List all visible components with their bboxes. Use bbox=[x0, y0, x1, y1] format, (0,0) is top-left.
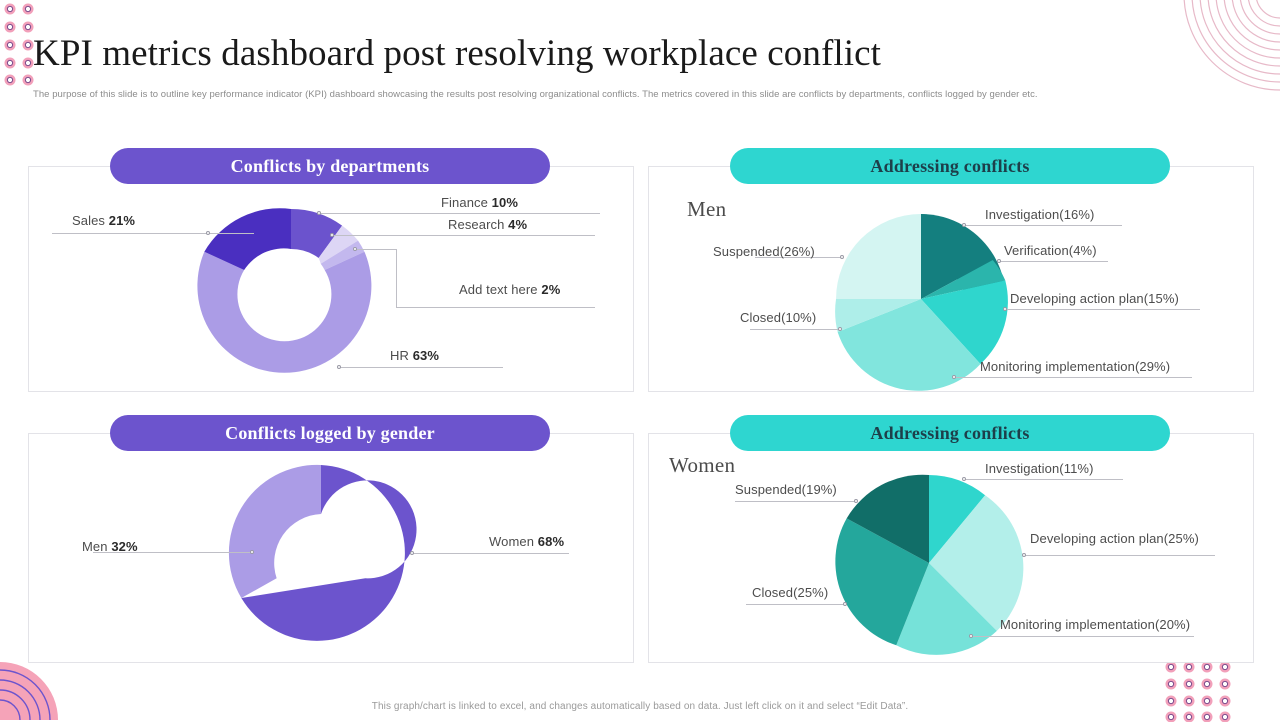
callout-add-text-here-name: Add text here bbox=[459, 282, 538, 297]
leader-line-men-verification bbox=[1000, 261, 1108, 262]
callout-add-text-here-value: 2% bbox=[541, 282, 560, 297]
leader-dot-men-investigation bbox=[962, 223, 966, 227]
callout-hr-value: 63% bbox=[413, 348, 439, 363]
callout-research-value: 4% bbox=[508, 217, 527, 232]
leader-dot-men-monitoring bbox=[952, 375, 956, 379]
callout-finance-name: Finance bbox=[441, 195, 488, 210]
leader-dot-men-verification bbox=[997, 259, 1001, 263]
callout-hr: HR 63% bbox=[390, 348, 439, 363]
leader-line-men-investigation bbox=[965, 225, 1122, 226]
callout-men-developing-action-plan: Developing action plan(15%) bbox=[1010, 291, 1179, 306]
callout-men-monitoring-implementation: Monitoring implementation(29%) bbox=[980, 359, 1170, 374]
leader-line-men-closed bbox=[750, 329, 840, 330]
callout-men-verification: Verification(4%) bbox=[1004, 243, 1097, 258]
callout-sales-name: Sales bbox=[72, 213, 105, 228]
callout-women-developing-action-plan: Developing action plan(25%) bbox=[1030, 531, 1199, 546]
callout-add-text-here: Add text here 2% bbox=[459, 282, 560, 297]
callout-research-name: Research bbox=[448, 217, 504, 232]
leader-dot-men-suspended bbox=[840, 255, 844, 259]
callout-men-suspended: Suspended(26%) bbox=[713, 244, 815, 259]
leader-line-sales bbox=[52, 233, 254, 234]
callout-gender-women-value: 68% bbox=[538, 534, 564, 549]
leader-line-hr bbox=[340, 367, 503, 368]
card-title-conflicts-by-departments: Conflicts by departments bbox=[110, 148, 550, 184]
page-subtitle: The purpose of this slide is to outline … bbox=[33, 88, 1229, 101]
leader-dot-sales bbox=[206, 231, 210, 235]
decorative-arcs-top-right bbox=[1170, 0, 1280, 95]
leader-line-women-closed bbox=[746, 604, 846, 605]
card-title-addressing-conflicts-men: Addressing conflicts bbox=[730, 148, 1170, 184]
callout-gender-women: Women 68% bbox=[489, 534, 564, 549]
leader-line-addtext-v bbox=[396, 249, 397, 308]
leader-dot-women-suspended bbox=[854, 499, 858, 503]
callout-finance-value: 10% bbox=[492, 195, 518, 210]
callout-gender-men: Men 32% bbox=[82, 539, 138, 554]
callout-women-suspended: Suspended(19%) bbox=[735, 482, 837, 497]
callout-gender-men-name: Men bbox=[82, 539, 108, 554]
callout-finance: Finance 10% bbox=[441, 195, 518, 210]
leader-line-women-developing bbox=[1025, 555, 1215, 556]
page-title: KPI metrics dashboard post resolving wor… bbox=[33, 32, 881, 76]
card-title-conflicts-logged-by-gender: Conflicts logged by gender bbox=[110, 415, 550, 451]
callout-women-closed: Closed(25%) bbox=[752, 585, 828, 600]
leader-dot-women-closed bbox=[843, 602, 847, 606]
leader-line-research bbox=[333, 235, 595, 236]
leader-line-addtext-h1 bbox=[356, 249, 396, 250]
leader-line-women-suspended bbox=[735, 501, 857, 502]
leader-line-finance bbox=[320, 213, 600, 214]
footer-note: This graph/chart is linked to excel, and… bbox=[0, 701, 1280, 712]
leader-line-gender-women bbox=[413, 553, 569, 554]
leader-dot-women-investigation bbox=[962, 477, 966, 481]
leader-dot-gender-women bbox=[410, 551, 414, 555]
leader-dot-addtext bbox=[353, 247, 357, 251]
leader-line-men-monitoring bbox=[955, 377, 1192, 378]
callout-research: Research 4% bbox=[448, 217, 527, 232]
leader-dot-women-monitoring bbox=[969, 634, 973, 638]
leader-dot-men-closed bbox=[838, 327, 842, 331]
callout-men-closed: Closed(10%) bbox=[740, 310, 816, 325]
decorative-dots-bottom-right bbox=[1163, 660, 1233, 722]
callout-men-investigation: Investigation(16%) bbox=[985, 207, 1094, 222]
callout-women-investigation: Investigation(11%) bbox=[985, 461, 1094, 476]
callout-women-monitoring-implementation: Monitoring implementation(20%) bbox=[1000, 617, 1190, 632]
leader-dot-research bbox=[330, 233, 334, 237]
leader-dot-gender-men bbox=[250, 550, 254, 554]
leader-dot-finance bbox=[317, 211, 321, 215]
leader-line-women-monitoring bbox=[972, 636, 1194, 637]
callout-sales: Sales 21% bbox=[72, 213, 135, 228]
leader-dot-men-developing bbox=[1003, 307, 1007, 311]
callout-gender-men-value: 32% bbox=[111, 539, 137, 554]
card-title-addressing-conflicts-women: Addressing conflicts bbox=[730, 415, 1170, 451]
callout-hr-name: HR bbox=[390, 348, 409, 363]
callout-sales-value: 21% bbox=[109, 213, 135, 228]
leader-line-women-investigation bbox=[965, 479, 1123, 480]
leader-dot-hr bbox=[337, 365, 341, 369]
donut-chart-conflicts-by-departments bbox=[28, 166, 634, 392]
leader-line-men-developing bbox=[1006, 309, 1200, 310]
leader-line-addtext-h2 bbox=[396, 307, 595, 308]
leader-dot-women-developing bbox=[1022, 553, 1026, 557]
callout-gender-women-name: Women bbox=[489, 534, 534, 549]
